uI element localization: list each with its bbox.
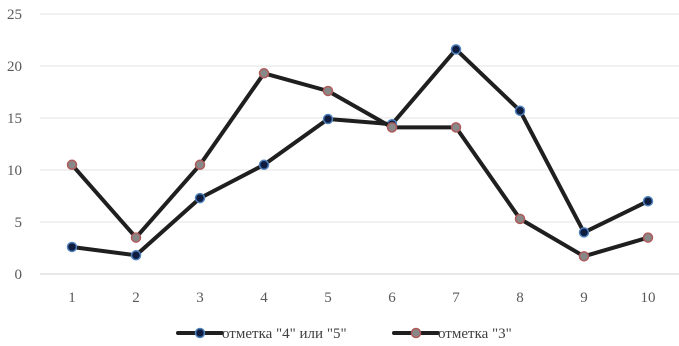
data-point [66, 159, 78, 171]
data-point [66, 241, 78, 253]
legend-marker-2 [410, 327, 422, 339]
y-tick-label: 5 [15, 215, 23, 231]
y-axis-ticks: 0 5 10 15 20 25 [7, 7, 22, 283]
series-lines [66, 44, 654, 262]
y-tick-label: 25 [7, 7, 22, 23]
x-tick-label: 5 [324, 290, 332, 306]
y-tick-label: 0 [15, 267, 23, 283]
data-point [258, 159, 270, 171]
legend-label-2: отметка "3" [438, 326, 512, 342]
data-point [194, 159, 206, 171]
data-point [450, 44, 462, 55]
x-tick-label: 9 [580, 290, 588, 306]
data-point [578, 227, 590, 238]
legend-label-1: отметка "4" или "5" [222, 326, 347, 342]
x-tick-label: 2 [132, 290, 140, 306]
data-point [322, 85, 334, 97]
data-point [514, 213, 526, 225]
series-line-1 [70, 47, 650, 258]
x-tick-label: 3 [196, 290, 204, 306]
data-point [194, 192, 206, 204]
series-line-2 [70, 71, 650, 259]
x-tick-label: 4 [260, 290, 268, 306]
x-tick-label: 6 [388, 290, 396, 306]
legend-marker-1 [194, 327, 206, 339]
data-point [130, 232, 142, 243]
data-point [386, 122, 398, 133]
y-tick-label: 20 [7, 59, 22, 75]
y-tick-label: 15 [7, 111, 22, 127]
data-point [642, 232, 654, 243]
data-point [258, 68, 270, 79]
legend: отметка "4" или "5" отметка "3" [176, 326, 512, 342]
x-axis-ticks: 1 2 3 4 5 6 7 8 9 10 [68, 290, 655, 306]
x-tick-label: 8 [516, 290, 524, 306]
data-point [578, 251, 590, 262]
data-point [450, 122, 462, 133]
x-tick-label: 10 [641, 290, 656, 306]
data-point [642, 195, 654, 207]
data-point [130, 250, 142, 261]
x-tick-label: 7 [452, 290, 460, 306]
x-tick-label: 1 [68, 290, 76, 306]
gridlines [40, 13, 679, 275]
data-point [514, 105, 526, 116]
y-tick-label: 10 [7, 163, 22, 179]
data-point [322, 113, 334, 125]
